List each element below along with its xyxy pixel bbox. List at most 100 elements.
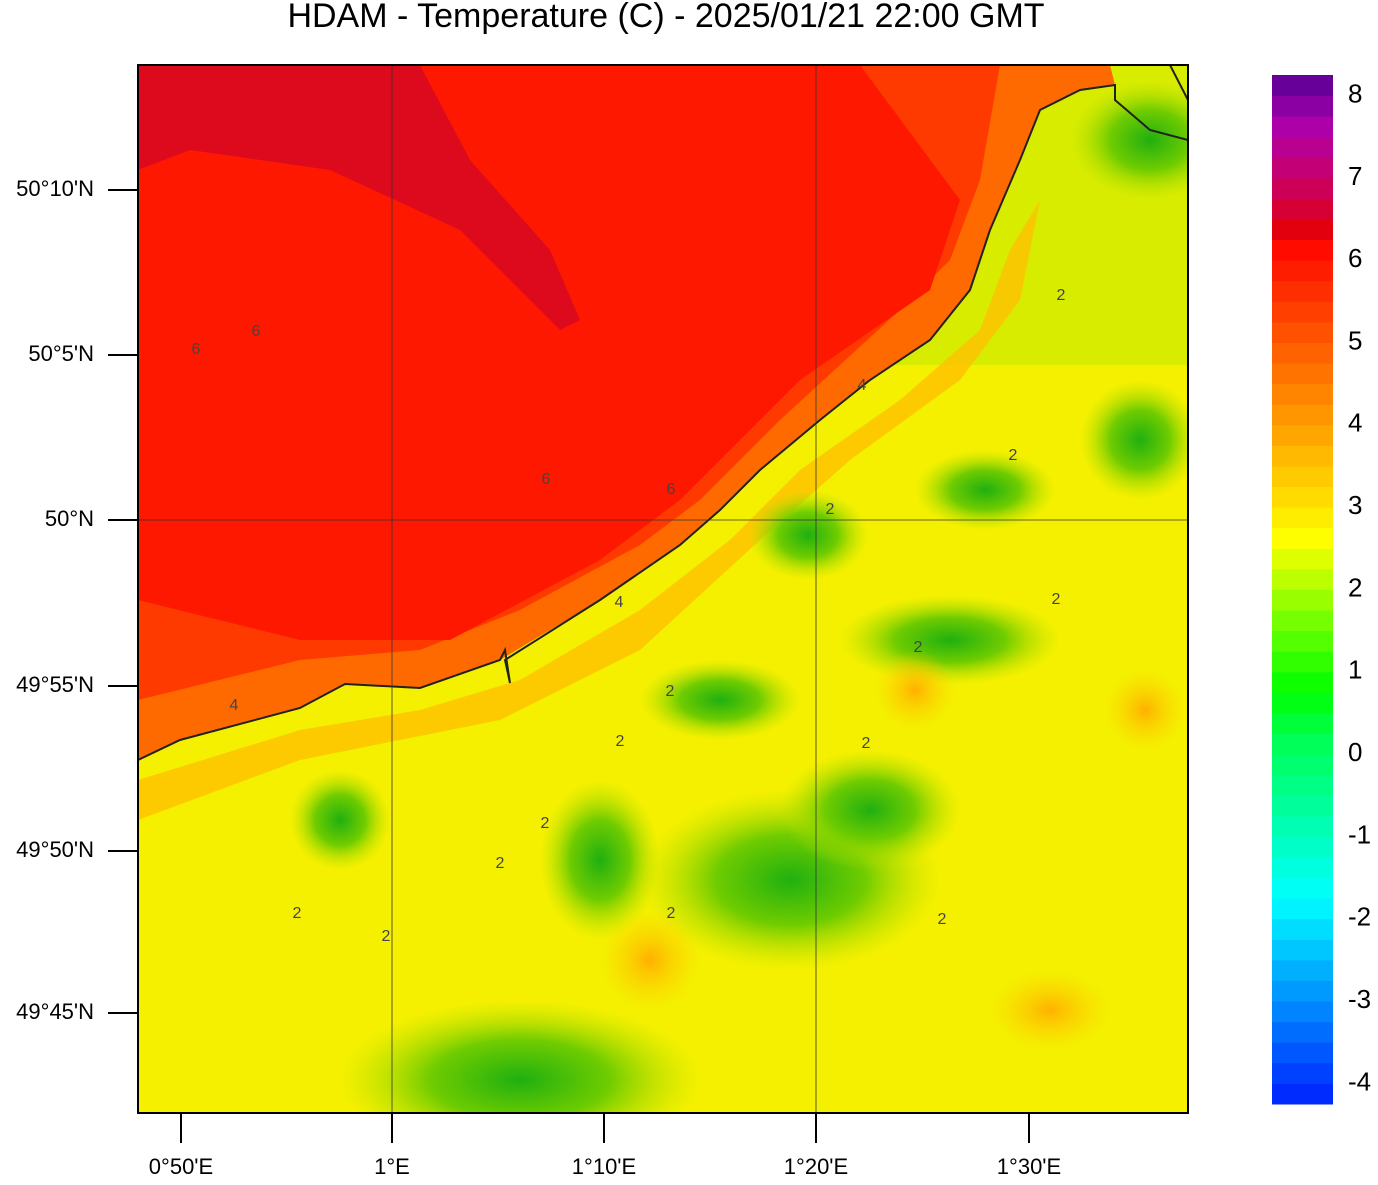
colorbar-box <box>1272 136 1333 158</box>
colorbar-box <box>1272 918 1333 940</box>
contour-label: 4 <box>858 377 867 394</box>
colorbar-label: 1 <box>1348 655 1362 685</box>
contour-label: 2 <box>1052 591 1061 608</box>
colorbar-box <box>1272 404 1333 426</box>
colorbar-label: 8 <box>1348 78 1362 108</box>
lat-label: 49°50'N <box>16 837 94 862</box>
contour-label: 2 <box>938 911 947 928</box>
contour-label: 2 <box>914 639 923 656</box>
colorbar-box <box>1272 1083 1333 1105</box>
colorbar-label: 3 <box>1348 490 1362 520</box>
colorbar-box <box>1272 116 1333 138</box>
colorbar-label: 6 <box>1348 243 1362 273</box>
colorbar-box <box>1272 527 1333 549</box>
colorbar-box <box>1272 219 1333 241</box>
colorbar-box <box>1272 95 1333 117</box>
colorbar-label: -4 <box>1348 1066 1371 1096</box>
lat-label: 49°55'N <box>16 672 94 697</box>
lat-label: 50°5'N <box>28 341 94 366</box>
lat-label: 50°N <box>45 506 94 531</box>
contour-label: 2 <box>382 928 391 945</box>
colorbar-box <box>1272 342 1333 364</box>
contour-label: 2 <box>667 905 676 922</box>
colorbar-box <box>1272 712 1333 735</box>
contour-labels: 6 6 6 6 4 4 4 2 2 2 2 2 2 2 2 2 2 2 2 2 2 <box>192 287 1066 945</box>
contour-label: 6 <box>542 471 551 488</box>
colorbar-label: 4 <box>1348 408 1362 438</box>
contour-label: 6 <box>252 323 261 340</box>
colorbar-box <box>1272 568 1333 590</box>
colorbar-box <box>1272 548 1333 570</box>
contour-label: 2 <box>541 815 550 832</box>
colorbar-label: 5 <box>1348 325 1362 355</box>
colorbar-box <box>1272 280 1333 302</box>
colorbar-box <box>1272 486 1333 508</box>
colorbar-box <box>1272 959 1333 982</box>
contour-label: 6 <box>667 481 676 498</box>
lon-label: 1°E <box>374 1154 410 1179</box>
lon-label: 1°30'E <box>997 1154 1061 1179</box>
colorbar-label: -2 <box>1348 902 1371 932</box>
contour-label: 2 <box>293 905 302 922</box>
lon-label: 0°50'E <box>149 1154 213 1179</box>
lat-label: 50°10'N <box>16 176 94 201</box>
colorbar-box <box>1272 836 1333 858</box>
colorbar-box <box>1272 754 1333 776</box>
colorbar-box <box>1272 75 1333 97</box>
colorbar-label: 0 <box>1348 737 1362 767</box>
lon-label: 1°20'E <box>784 1154 848 1179</box>
colorbar-box <box>1272 157 1333 179</box>
title: HDAM - Temperature (C) - 2025/01/21 22:0… <box>287 0 1044 35</box>
colorbar-box <box>1272 363 1333 385</box>
colorbar-box <box>1272 980 1333 1002</box>
colorbar: 8 7 6 5 4 3 2 1 0 -1 -2 -3 -4 <box>1272 75 1371 1105</box>
contour-label: 2 <box>666 683 675 700</box>
colorbar-box <box>1272 939 1333 961</box>
colorbar-box <box>1272 774 1333 796</box>
colorbar-box <box>1272 239 1333 261</box>
lon-label: 1°10'E <box>572 1154 636 1179</box>
colorbar-label: -1 <box>1348 819 1371 849</box>
colorbar-label: -3 <box>1348 984 1371 1014</box>
colorbar-box <box>1272 383 1333 405</box>
colorbar-box <box>1272 301 1333 323</box>
contour-label: 2 <box>826 501 835 518</box>
colorbar-box <box>1272 692 1333 714</box>
colorbar-box <box>1272 177 1333 199</box>
contour-label: 4 <box>615 594 624 611</box>
axes: 50°10'N 50°5'N 50°N 49°55'N 49°50'N 49°45'N 0°… <box>16 176 1061 1179</box>
colorbar-box <box>1272 815 1333 837</box>
colorbar-box <box>1272 445 1333 467</box>
contour-label: 6 <box>192 341 201 358</box>
colorbar-box <box>1272 651 1333 673</box>
contour-label: 2 <box>1057 287 1066 304</box>
colorbar-box <box>1272 321 1333 344</box>
colorbar-box <box>1272 424 1333 446</box>
colorbar-box <box>1272 260 1333 282</box>
lat-label: 49°45'N <box>16 999 94 1024</box>
temperature-field <box>138 65 1188 1113</box>
colorbar-label: 7 <box>1348 161 1362 191</box>
colorbar-box <box>1272 630 1333 652</box>
contour-label: 2 <box>616 733 625 750</box>
colorbar-box <box>1272 877 1333 899</box>
colorbar-box <box>1272 466 1333 488</box>
contour-label: 4 <box>230 697 239 714</box>
colorbar-box <box>1272 610 1333 632</box>
colorbar-box <box>1272 795 1333 817</box>
colorbar-box <box>1272 1021 1333 1043</box>
colorbar-box <box>1272 1062 1333 1084</box>
colorbar-label: 2 <box>1348 572 1362 602</box>
colorbar-box <box>1272 198 1333 220</box>
contour-label: 2 <box>862 735 871 752</box>
colorbar-box <box>1272 589 1333 611</box>
colorbar-box <box>1272 733 1333 755</box>
colorbar-box <box>1272 898 1333 920</box>
map-frame <box>137 64 1189 1114</box>
colorbar-box <box>1272 857 1333 879</box>
colorbar-box <box>1272 507 1333 529</box>
colorbar-box <box>1272 1042 1333 1064</box>
colorbar-box <box>1272 671 1333 693</box>
colorbar-box <box>1272 1001 1333 1023</box>
